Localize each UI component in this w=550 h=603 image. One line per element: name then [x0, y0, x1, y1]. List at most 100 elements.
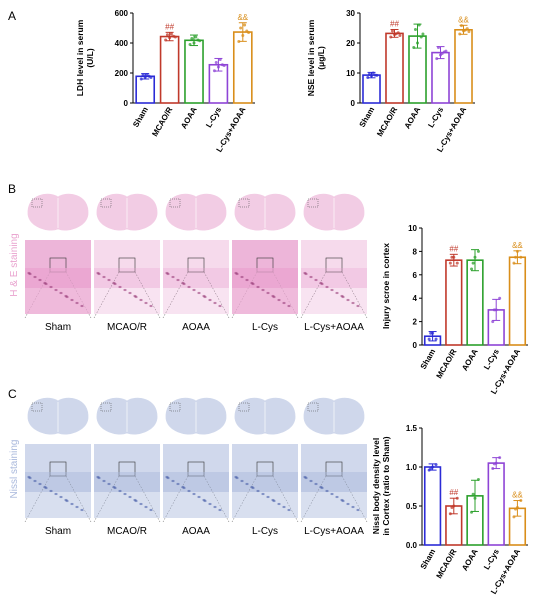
cell-mark — [203, 499, 207, 503]
cell-mark — [33, 479, 37, 483]
data-point — [247, 31, 251, 34]
high-magnification-image — [94, 472, 160, 518]
cell-mark — [97, 476, 101, 480]
cell-mark — [44, 282, 48, 286]
cell-mark — [107, 482, 111, 486]
cell-mark — [245, 278, 249, 282]
data-point — [394, 32, 398, 36]
cell-mark — [113, 282, 117, 286]
medium-magnification-image — [94, 444, 160, 492]
y-tick-label: 0 — [351, 99, 356, 108]
cell-mark — [277, 502, 281, 506]
y-tick-label: 0 — [413, 341, 418, 350]
cell-mark — [70, 502, 74, 506]
y-axis-label: Injury scroe in cortex — [381, 243, 391, 329]
cell-mark — [256, 489, 260, 493]
cell-mark — [272, 499, 276, 503]
data-point — [436, 46, 440, 49]
cell-mark — [304, 476, 308, 480]
data-point — [434, 463, 438, 467]
cell-mark — [203, 295, 207, 299]
group-column-label: AOAA — [182, 322, 210, 333]
bar-sham — [135, 75, 156, 104]
significance-marker: && — [458, 15, 469, 24]
cell-mark — [166, 272, 170, 276]
cell-mark — [182, 282, 186, 286]
cell-mark — [107, 278, 111, 282]
high-magnification-image — [163, 268, 229, 314]
y-axis-label: NSE level in serum (μg/L) — [306, 19, 326, 96]
data-point — [145, 73, 149, 76]
high-magnification-image — [232, 268, 298, 314]
cell-mark — [187, 285, 191, 289]
cell-mark — [54, 492, 58, 496]
data-point — [212, 69, 216, 73]
x-tick-label: MCAO/R — [435, 547, 459, 580]
x-tick-label: Sham — [419, 348, 438, 371]
cell-mark — [192, 288, 196, 292]
cell-mark — [123, 288, 127, 292]
data-point — [491, 467, 495, 471]
data-point — [194, 35, 198, 39]
x-tick-label: L-Cys — [426, 105, 445, 129]
cell-mark — [245, 482, 249, 486]
x-tick-label: AOAA — [403, 105, 423, 130]
data-point — [192, 41, 196, 45]
cell-mark — [346, 502, 350, 506]
bar-sham — [423, 466, 442, 546]
data-point — [455, 261, 459, 265]
cell-mark — [102, 275, 106, 279]
significance-marker: ## — [165, 22, 174, 31]
data-point — [519, 255, 523, 259]
cell-mark — [134, 295, 138, 299]
data-point — [427, 337, 431, 341]
he-histology-grid: Sham MCAO/R AOAA L-Cys L-Cys+AOAA H & E stain… — [9, 193, 368, 333]
zoom-box-low — [100, 402, 112, 412]
nse-chart: 0 10 20 30 NSE level in serum (μg/L) ShamMCAO/… — [306, 9, 475, 154]
cell-mark — [208, 298, 212, 302]
data-point — [371, 71, 375, 75]
zoom-box-medium — [118, 257, 136, 273]
cell-mark — [330, 492, 334, 496]
data-point — [198, 39, 202, 43]
cell-mark — [149, 508, 153, 512]
bar-aoaa — [466, 259, 484, 346]
x-tick-label: Sham — [419, 548, 438, 571]
data-point — [173, 35, 177, 39]
data-point — [459, 24, 463, 28]
data-point — [389, 35, 393, 39]
data-point — [429, 467, 433, 471]
zoom-box-low — [31, 402, 43, 412]
data-point — [492, 462, 496, 466]
data-point — [450, 506, 454, 510]
data-point — [498, 296, 502, 300]
x-tick-label: AOAA — [460, 347, 480, 372]
cell-mark — [277, 298, 281, 302]
bar-l-cys-aoaa — [232, 31, 253, 104]
group-column-label: L-Cys — [252, 526, 278, 537]
medium-magnification-image — [163, 240, 229, 288]
cell-mark — [70, 298, 74, 302]
y-tick-label: 10 — [346, 69, 355, 78]
data-point — [440, 52, 444, 55]
high-magnification-image — [25, 472, 91, 518]
bar-aoaa — [184, 39, 204, 104]
cell-mark — [197, 495, 201, 499]
cell-mark — [208, 502, 212, 506]
y-tick-label: 4 — [413, 294, 418, 303]
data-point — [471, 492, 475, 496]
data-point — [429, 331, 433, 335]
data-point — [476, 249, 480, 253]
cell-mark — [118, 285, 122, 289]
zoom-box-low — [307, 198, 319, 208]
data-point — [471, 261, 475, 265]
y-axis-label-line: Injury scroe in cortex — [381, 243, 391, 329]
data-point — [417, 23, 421, 27]
cell-mark — [309, 275, 313, 279]
data-point — [139, 77, 143, 81]
zoom-box-low — [238, 198, 250, 208]
significance-marker: && — [512, 241, 523, 250]
cell-mark — [134, 499, 138, 503]
zoom-box-low — [100, 198, 112, 208]
data-point — [237, 40, 241, 43]
